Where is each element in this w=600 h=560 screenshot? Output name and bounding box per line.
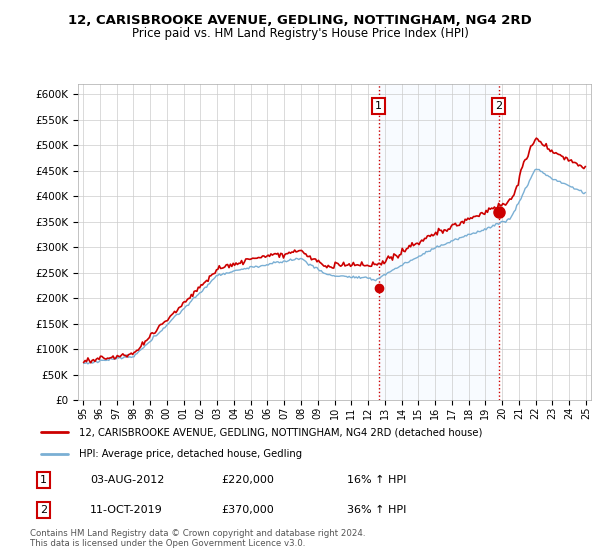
Text: £220,000: £220,000 xyxy=(221,475,274,486)
Text: 11-OCT-2019: 11-OCT-2019 xyxy=(90,505,163,515)
Text: 12, CARISBROOKE AVENUE, GEDLING, NOTTINGHAM, NG4 2RD: 12, CARISBROOKE AVENUE, GEDLING, NOTTING… xyxy=(68,14,532,27)
Text: 16% ↑ HPI: 16% ↑ HPI xyxy=(347,475,406,486)
Text: 36% ↑ HPI: 36% ↑ HPI xyxy=(347,505,406,515)
Text: Price paid vs. HM Land Registry's House Price Index (HPI): Price paid vs. HM Land Registry's House … xyxy=(131,27,469,40)
Text: 12, CARISBROOKE AVENUE, GEDLING, NOTTINGHAM, NG4 2RD (detached house): 12, CARISBROOKE AVENUE, GEDLING, NOTTING… xyxy=(79,427,482,437)
Bar xyxy=(379,84,499,400)
Text: Contains HM Land Registry data © Crown copyright and database right 2024.
This d: Contains HM Land Registry data © Crown c… xyxy=(30,529,365,548)
Text: 1: 1 xyxy=(375,101,382,111)
Text: 1: 1 xyxy=(40,475,47,486)
Text: 2: 2 xyxy=(40,505,47,515)
Text: 2: 2 xyxy=(495,101,502,111)
Text: £370,000: £370,000 xyxy=(221,505,274,515)
Text: HPI: Average price, detached house, Gedling: HPI: Average price, detached house, Gedl… xyxy=(79,449,302,459)
Text: 03-AUG-2012: 03-AUG-2012 xyxy=(90,475,164,486)
